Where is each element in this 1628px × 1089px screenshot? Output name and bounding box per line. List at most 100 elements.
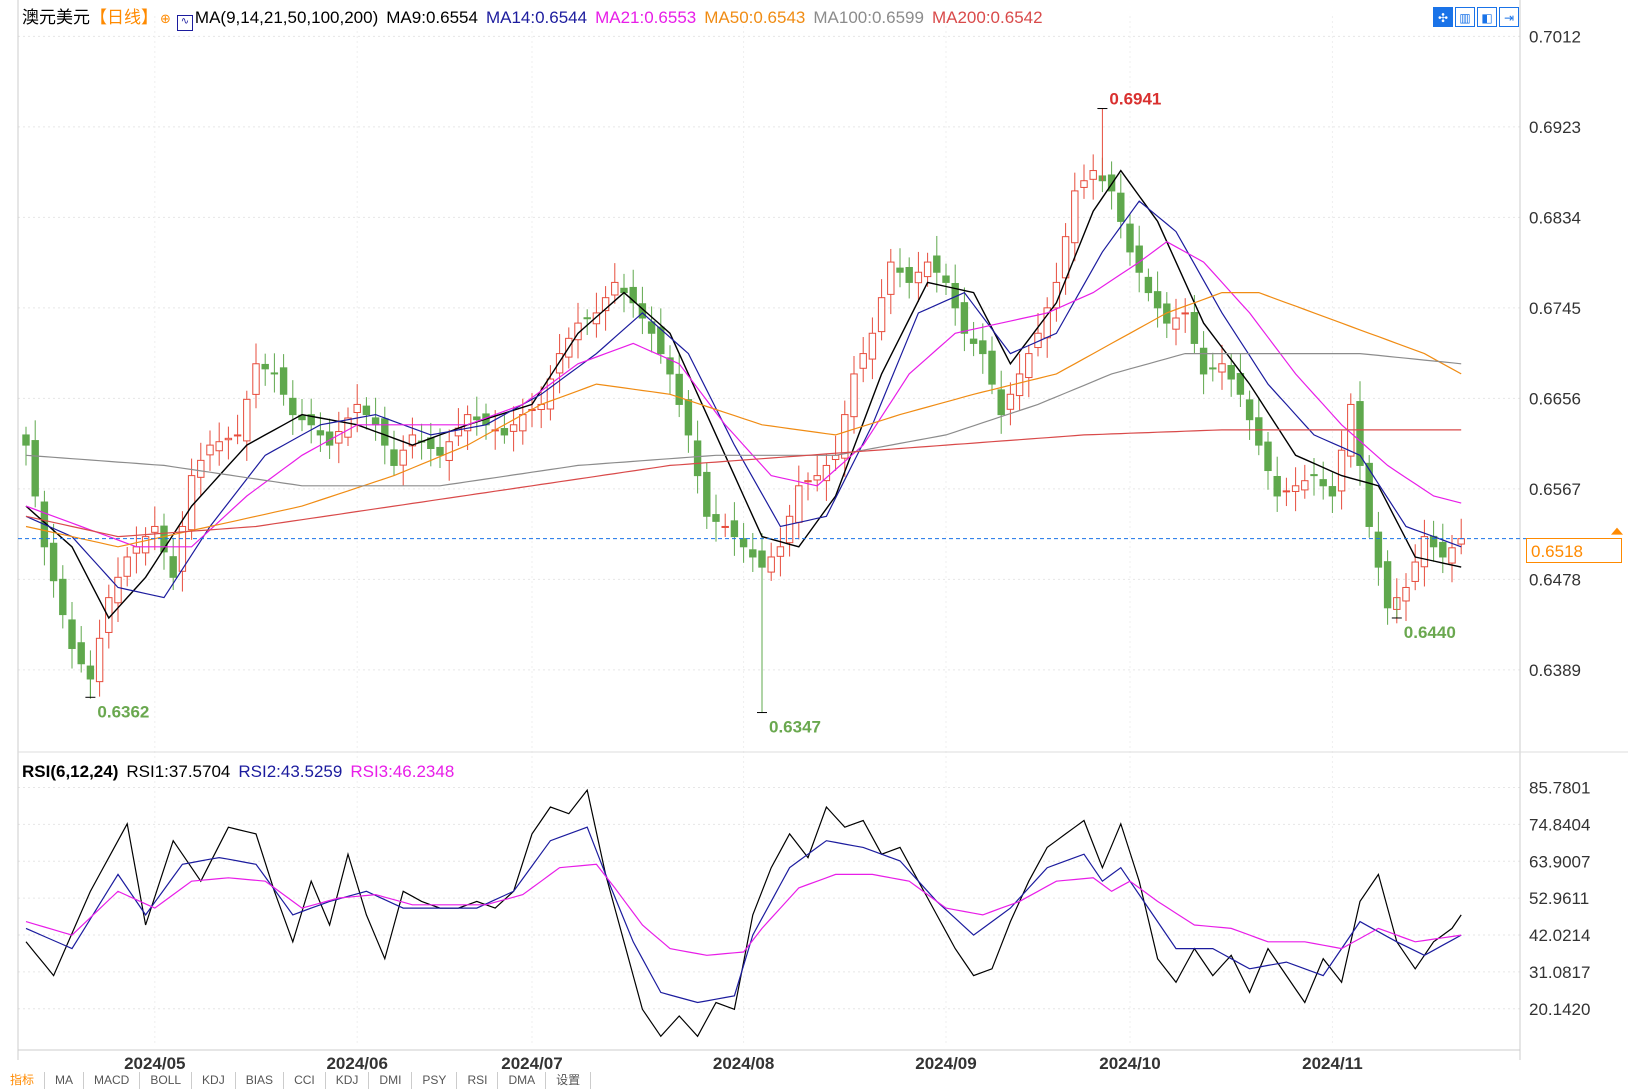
- legend-ma21: MA21:0.6553: [595, 8, 697, 27]
- tab-10[interactable]: RSI: [457, 1072, 499, 1089]
- candle-up: [178, 525, 187, 572]
- candle-down: [279, 367, 288, 395]
- tab-3[interactable]: BOLL: [140, 1072, 193, 1089]
- candle-up: [243, 398, 251, 442]
- candle-down: [362, 405, 371, 416]
- candle-up: [215, 441, 223, 452]
- rsi-tick-label-6: 20.1420: [1529, 1000, 1590, 1019]
- tab-8[interactable]: DMI: [369, 1072, 413, 1089]
- tab-1[interactable]: MA: [45, 1072, 85, 1089]
- candle-down: [657, 326, 665, 355]
- candle-down: [473, 416, 481, 421]
- candle-down: [979, 340, 987, 355]
- candle-down: [675, 373, 683, 405]
- price-tick-label-4: 0.6656: [1529, 389, 1581, 408]
- candle-down: [1153, 291, 1162, 309]
- candle-down: [712, 514, 720, 522]
- crosshair-icon[interactable]: ✣: [1433, 7, 1453, 27]
- tab-4[interactable]: KDJ: [192, 1072, 236, 1089]
- x-tick-label-6: 2024/11: [1302, 1054, 1363, 1073]
- current-price-box: 0.6518: [1526, 538, 1622, 563]
- candle-up: [574, 322, 582, 341]
- tab-9[interactable]: PSY: [412, 1072, 458, 1089]
- candle-down: [436, 446, 444, 456]
- tab-2[interactable]: MACD: [84, 1072, 141, 1089]
- candle-up: [887, 261, 895, 295]
- candle-up: [408, 434, 417, 447]
- candle-down: [289, 397, 297, 416]
- ma-indicator-icon[interactable]: ∿: [176, 15, 193, 31]
- candle-down: [1264, 441, 1272, 472]
- x-tick-label-5: 2024/10: [1099, 1054, 1160, 1073]
- candle-up: [721, 525, 729, 528]
- candle-up: [592, 312, 601, 325]
- candle-down: [1310, 474, 1318, 477]
- zoom-in-icon[interactable]: ▥: [1455, 7, 1475, 27]
- grid: [18, 16, 1520, 1043]
- period-label[interactable]: 【日线】: [90, 8, 158, 27]
- ma-parameter-label: MA(9,14,21,50,100,200): [194, 8, 379, 27]
- rsi1-value: RSI1:37.5704: [126, 762, 231, 781]
- legend-ma14: MA14:0.6544: [485, 8, 588, 27]
- settings-icon[interactable]: ⊕: [160, 11, 171, 26]
- legend-ma50: MA50:0.6543: [704, 8, 806, 27]
- tab-6[interactable]: CCI: [284, 1072, 326, 1089]
- candle-up: [206, 444, 214, 456]
- candle-down: [381, 418, 389, 446]
- legend-ma9: MA9:0.6554: [386, 8, 478, 27]
- candle-up: [1291, 485, 1300, 492]
- rsi-parameter-label: RSI(6,12,24): [22, 762, 119, 781]
- candle-down: [59, 578, 67, 616]
- candle-down: [1383, 561, 1392, 609]
- candle-down: [1126, 223, 1134, 253]
- candle-down: [270, 372, 279, 375]
- zoom-out-icon[interactable]: ◧: [1477, 7, 1497, 27]
- candle-up: [353, 403, 361, 414]
- tab-11[interactable]: DMA: [498, 1072, 547, 1089]
- candle-down: [1319, 479, 1327, 487]
- candle-up: [509, 424, 518, 432]
- candle-up: [399, 449, 407, 466]
- ma50-line: [25, 292, 1462, 548]
- candle-up: [463, 414, 472, 432]
- candle-up: [1448, 547, 1456, 564]
- candle-up: [1301, 480, 1309, 491]
- candle-up: [1282, 490, 1291, 493]
- extreme-label-0: 0.6941: [1109, 90, 1161, 109]
- candle-down: [1199, 347, 1208, 375]
- candle-down: [49, 542, 58, 582]
- candle-down: [77, 642, 85, 665]
- rsi-tick-label-5: 31.0817: [1529, 963, 1590, 982]
- candle-up: [1015, 373, 1024, 397]
- candle-up: [785, 515, 794, 544]
- tab-0[interactable]: 指标: [0, 1072, 46, 1089]
- candle-down: [997, 389, 1005, 416]
- tab-12[interactable]: 设置: [546, 1072, 592, 1089]
- candle-down: [1227, 365, 1235, 380]
- candle-up: [123, 556, 131, 577]
- extreme-label-3: 0.6440: [1404, 623, 1456, 642]
- ma-values: MA9:0.6554 MA14:0.6544 MA21:0.6553 MA50:0.6…: [386, 8, 1050, 27]
- ma100-line: [25, 353, 1462, 487]
- symbol-title: 澳元美元: [22, 8, 90, 27]
- scroll-end-icon[interactable]: ⇥: [1499, 7, 1519, 27]
- candle-up: [445, 441, 453, 461]
- rsi-tick-label-1: 74.8404: [1529, 815, 1590, 834]
- tab-5[interactable]: BIAS: [236, 1072, 285, 1089]
- candle-up: [841, 414, 849, 459]
- rsi-tick-label-4: 42.0214: [1529, 926, 1590, 945]
- candle-up: [344, 417, 352, 438]
- candle-up: [252, 363, 260, 395]
- candle-up: [813, 475, 821, 481]
- candle-down: [1439, 541, 1447, 558]
- candle-down: [1135, 245, 1143, 273]
- candle-down: [68, 619, 76, 649]
- candle-up: [132, 546, 141, 554]
- tab-7[interactable]: KDJ: [326, 1072, 370, 1089]
- candle-down: [1255, 417, 1263, 446]
- candle-down: [960, 302, 969, 334]
- rsi3-value: RSI3:46.2348: [350, 762, 455, 781]
- ma14-line: [25, 200, 1462, 599]
- rsi-tick-label-2: 63.9007: [1529, 852, 1590, 871]
